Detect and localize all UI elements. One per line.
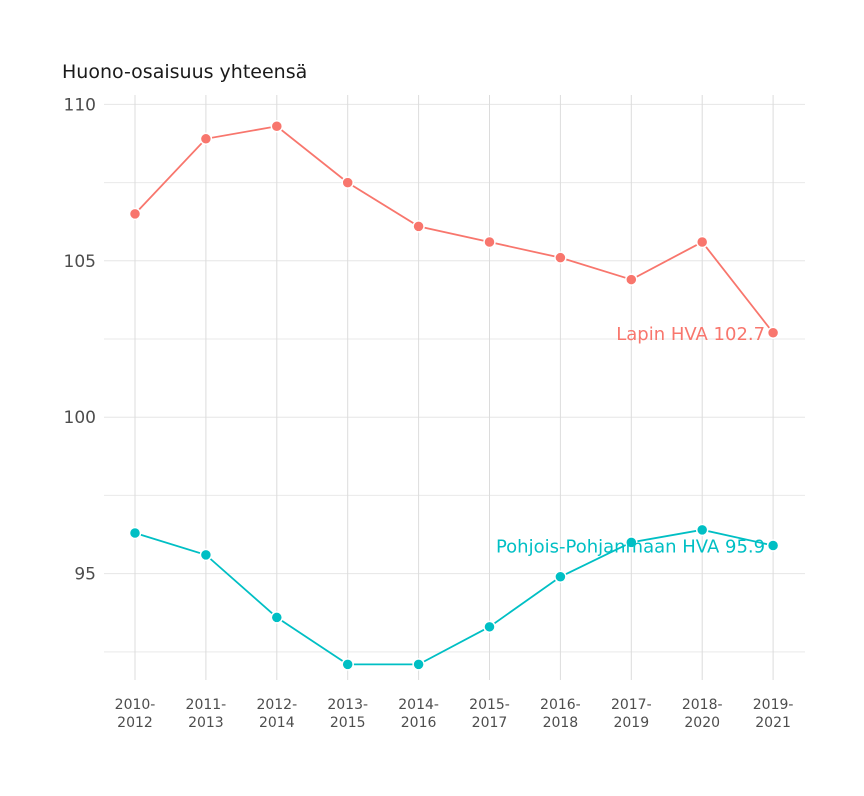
series-pohjois-pohjanmaan-hva: Pohjois-Pohjanmaan HVA 95.9 bbox=[128, 523, 780, 671]
data-point bbox=[412, 658, 425, 671]
x-tick-label: 2013-2015 bbox=[327, 697, 368, 731]
x-tick-label: 2016-2018 bbox=[540, 697, 581, 731]
data-point bbox=[199, 548, 213, 562]
y-tick-label: 110 bbox=[64, 95, 96, 115]
data-point bbox=[766, 539, 780, 552]
y-axis: 95 100 105 110 bbox=[64, 95, 96, 584]
x-tick-label: 2010-2012 bbox=[115, 697, 156, 731]
data-point bbox=[766, 326, 780, 340]
data-point bbox=[483, 620, 496, 634]
x-tick-label: 2018-2020 bbox=[682, 697, 723, 731]
series-lapin-hva: Lapin HVA 102.7 bbox=[128, 120, 780, 345]
data-point bbox=[270, 611, 284, 624]
data-point bbox=[695, 523, 709, 537]
x-tick-label: 2012-2014 bbox=[256, 697, 297, 731]
end-label: Pohjois-Pohjanmaan HVA 95.9 bbox=[496, 536, 765, 557]
y-tick-label: 100 bbox=[64, 408, 96, 428]
data-point bbox=[554, 570, 567, 584]
data-point bbox=[341, 176, 354, 189]
x-axis: 2010-2012 2011-2013 2012-2014 2013-2015 2014… bbox=[115, 697, 794, 731]
data-point bbox=[341, 658, 354, 671]
y-tick-label: 105 bbox=[64, 252, 96, 272]
chart-title: Huono-osaisuus yhteensä bbox=[62, 61, 307, 83]
grid bbox=[104, 95, 805, 680]
x-tick-label: 2014-2016 bbox=[398, 697, 439, 731]
data-point bbox=[128, 207, 142, 221]
data-point bbox=[128, 526, 142, 540]
data-point bbox=[695, 235, 709, 249]
data-point bbox=[625, 536, 638, 549]
end-label: Lapin HVA 102.7 bbox=[616, 324, 765, 345]
x-tick-label: 2015-2017 bbox=[469, 697, 510, 731]
data-point bbox=[483, 235, 496, 249]
x-tick-label: 2011-2013 bbox=[186, 697, 227, 731]
data-point bbox=[554, 251, 567, 264]
x-tick-label: 2019-2021 bbox=[753, 697, 794, 731]
data-point bbox=[199, 132, 213, 146]
series-layer: Lapin HVA 102.7 Pohjois-Pohjanmaan HVA 95… bbox=[128, 120, 780, 671]
data-point bbox=[270, 120, 284, 133]
x-tick-label: 2017-2019 bbox=[611, 697, 652, 731]
data-point bbox=[412, 220, 425, 233]
series-line bbox=[134, 125, 774, 334]
series-line bbox=[134, 528, 774, 666]
data-point bbox=[625, 273, 638, 286]
y-tick-label: 95 bbox=[74, 565, 96, 585]
